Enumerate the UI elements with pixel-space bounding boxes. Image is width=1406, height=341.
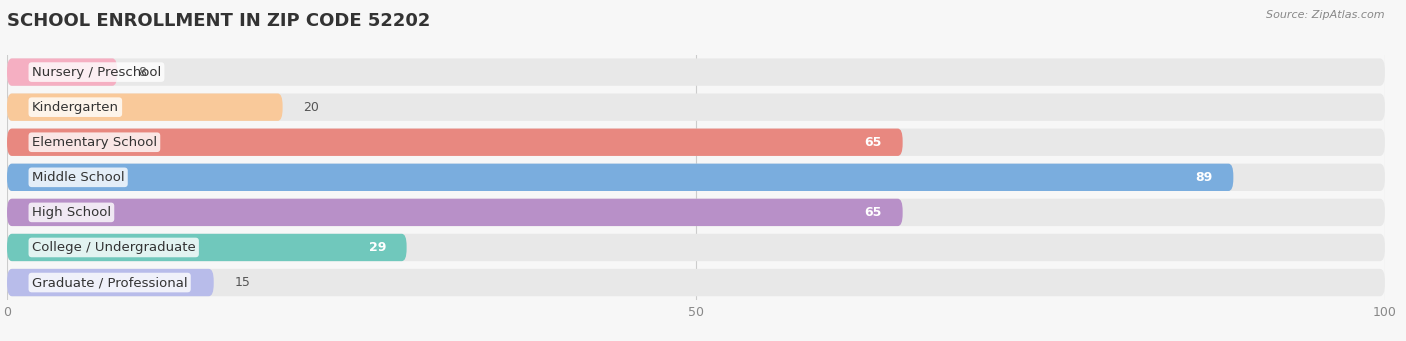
Text: 89: 89 [1195, 171, 1213, 184]
Text: 65: 65 [865, 136, 882, 149]
FancyBboxPatch shape [7, 164, 1233, 191]
FancyBboxPatch shape [7, 199, 1385, 226]
FancyBboxPatch shape [7, 129, 1385, 156]
Text: Source: ZipAtlas.com: Source: ZipAtlas.com [1267, 10, 1385, 20]
FancyBboxPatch shape [7, 199, 903, 226]
FancyBboxPatch shape [7, 234, 1385, 261]
FancyBboxPatch shape [7, 58, 1385, 86]
FancyBboxPatch shape [7, 234, 406, 261]
Text: Elementary School: Elementary School [32, 136, 157, 149]
Text: Graduate / Professional: Graduate / Professional [32, 276, 187, 289]
Text: 20: 20 [304, 101, 319, 114]
Text: 15: 15 [235, 276, 250, 289]
FancyBboxPatch shape [7, 269, 1385, 296]
FancyBboxPatch shape [7, 93, 283, 121]
Text: Nursery / Preschool: Nursery / Preschool [32, 65, 162, 78]
Text: College / Undergraduate: College / Undergraduate [32, 241, 195, 254]
Text: 29: 29 [368, 241, 387, 254]
Text: High School: High School [32, 206, 111, 219]
FancyBboxPatch shape [7, 129, 903, 156]
FancyBboxPatch shape [7, 58, 117, 86]
Text: Middle School: Middle School [32, 171, 125, 184]
FancyBboxPatch shape [7, 93, 1385, 121]
Text: Kindergarten: Kindergarten [32, 101, 120, 114]
Text: 8: 8 [138, 65, 146, 78]
FancyBboxPatch shape [7, 164, 1385, 191]
Text: 65: 65 [865, 206, 882, 219]
FancyBboxPatch shape [7, 269, 214, 296]
Text: SCHOOL ENROLLMENT IN ZIP CODE 52202: SCHOOL ENROLLMENT IN ZIP CODE 52202 [7, 12, 430, 30]
